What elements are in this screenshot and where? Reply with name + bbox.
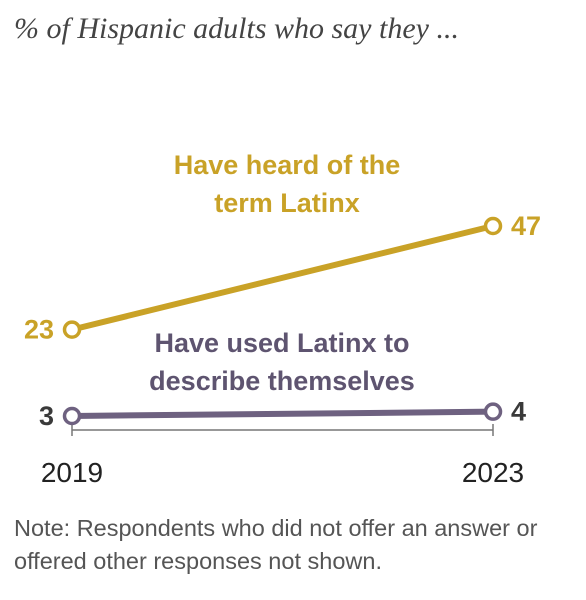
series-line-heard <box>69 223 496 333</box>
data-point-heard-2019 <box>62 320 82 339</box>
chart-subtitle: % of Hispanic adults who say they ... <box>14 12 459 45</box>
data-point-used-2023 <box>483 402 503 421</box>
x-tick-label-2019: 2019 <box>41 457 103 488</box>
series-layer: 23 47 3 4 <box>24 211 541 431</box>
data-label-heard-2019: 23 <box>24 315 54 345</box>
data-point-heard-2023 <box>483 216 503 236</box>
series-label-used-line2: describe themselves <box>149 366 415 396</box>
line-chart: 2019 2023 Have heard of the term Latinx … <box>24 150 541 488</box>
series-label-used-line1: Have used Latinx to <box>154 328 409 358</box>
data-label-used-2019: 3 <box>39 401 54 431</box>
series-label-heard-line2: term Latinx <box>214 188 360 218</box>
data-label-heard-2023: 47 <box>511 211 541 241</box>
series-label-heard-line1: Have heard of the <box>174 150 401 180</box>
series-line-used <box>69 408 496 419</box>
data-label-used-2023: 4 <box>511 397 526 427</box>
data-point-used-2019 <box>62 406 82 426</box>
x-tick-label-2023: 2023 <box>462 457 524 488</box>
chart-note: Note: Respondents who did not offer an a… <box>14 515 538 574</box>
